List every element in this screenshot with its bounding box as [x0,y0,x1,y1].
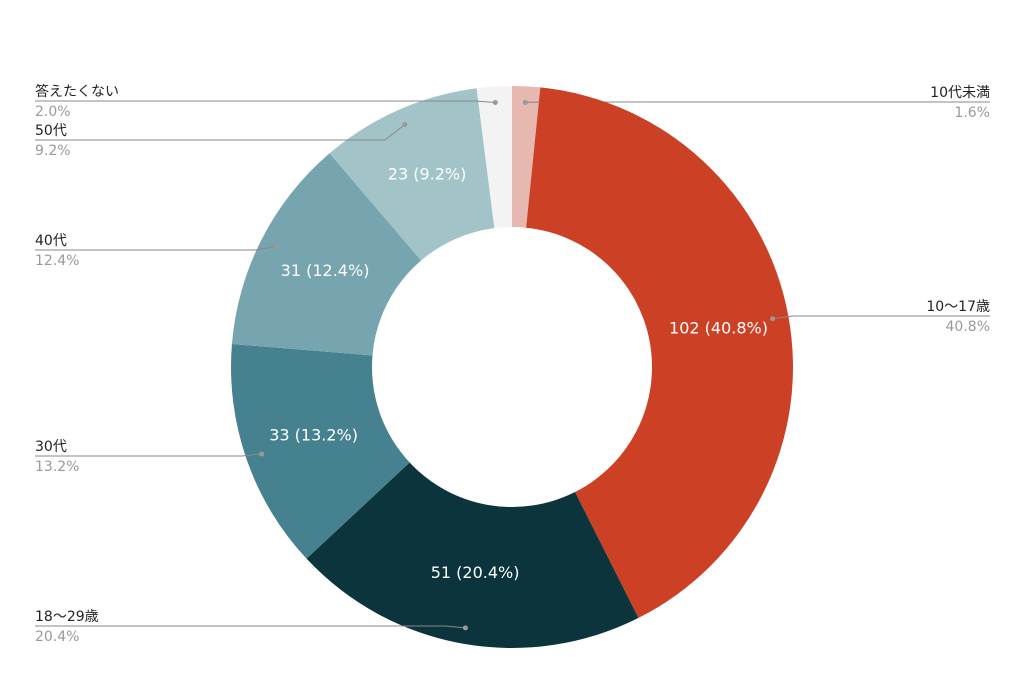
slice [476,86,512,229]
leader-line [35,100,496,104]
legend-name: 10代未満 [930,85,990,101]
leader-line [772,315,990,320]
slice-label: 23 (9.2%) [388,164,467,183]
slice [231,343,410,559]
leader-line [35,124,406,141]
legend-percent: 2.0% [35,104,71,120]
slice [329,88,495,261]
slice [306,462,639,648]
slice-label: 31 (12.4%) [281,261,370,280]
leader-dot [770,316,776,322]
leader-line [35,245,277,251]
legend-percent: 40.8% [946,319,990,335]
slice [526,87,793,618]
leader-dot [402,122,408,128]
leader-line [35,453,262,457]
legend-percent: 1.6% [954,105,990,121]
slice [231,153,422,356]
legend-name: 50代 [35,123,67,139]
legend-name: 40代 [35,233,67,249]
legend-name: 18〜29歳 [35,609,99,625]
legend-percent: 12.4% [35,253,79,269]
leader-dot [259,451,265,457]
legend-name: 30代 [35,439,67,455]
legend-percent: 13.2% [35,459,79,475]
legend-name: 答えたくない [35,83,119,100]
slice [512,86,541,228]
leader-dot [462,625,468,631]
slice-label: 51 (20.4%) [431,563,520,582]
legend-percent: 20.4% [35,629,79,645]
leader-dot [273,243,279,249]
slice-label: 33 (13.2%) [269,425,358,444]
slice-label: 102 (40.8%) [669,318,768,337]
legend-name: 10〜17歳 [926,299,990,315]
leader-dot [522,99,528,105]
leader-dot [492,100,498,106]
legend-percent: 9.2% [35,143,71,159]
leader-line [35,625,466,629]
